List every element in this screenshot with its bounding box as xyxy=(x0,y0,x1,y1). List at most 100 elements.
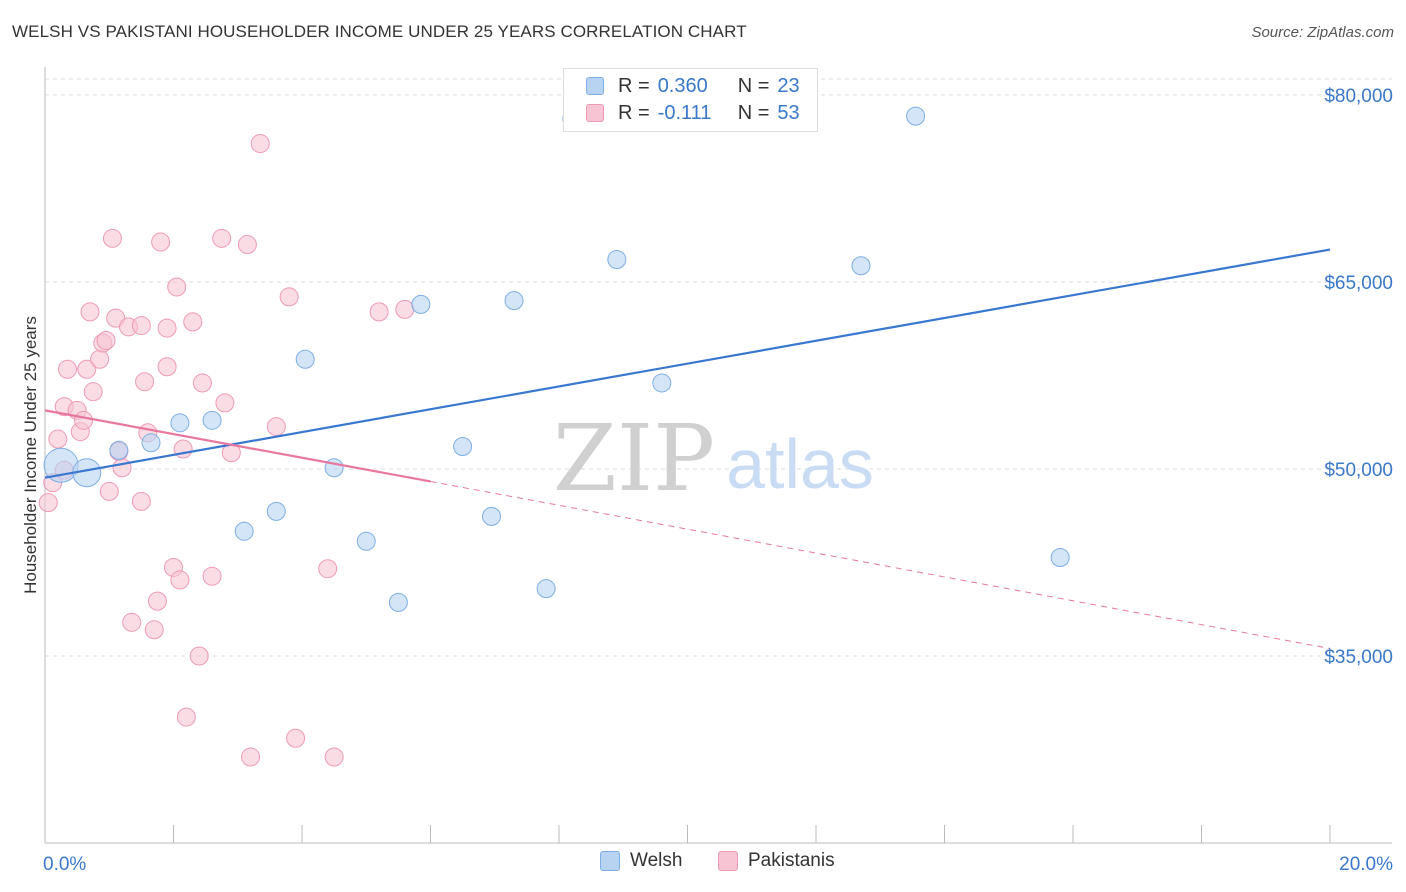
pakistanis-point xyxy=(122,612,142,632)
pakistanis-n-value: 53 xyxy=(777,101,800,124)
pakistanis-point xyxy=(192,373,212,393)
welsh-point xyxy=(504,291,524,311)
pakistanis-point xyxy=(99,481,119,501)
x-tick-label-max: 20.0% xyxy=(1339,854,1393,875)
welsh-point xyxy=(141,433,161,453)
pakistanis-points xyxy=(38,134,415,767)
pakistanis-point xyxy=(395,299,415,319)
pakistanis-point xyxy=(215,393,235,413)
pakistanis-swatch xyxy=(586,104,604,122)
welsh-swatch xyxy=(586,77,604,95)
n-label: N = xyxy=(737,101,770,124)
welsh-point xyxy=(453,437,473,457)
pakistanis-point xyxy=(183,312,203,332)
correlation-legend: R = 0.360 N = 23 R = -0.111 N = 53 xyxy=(563,68,818,132)
y-tick-label: $65,000 xyxy=(1324,273,1393,294)
watermark: ZIP atlas xyxy=(553,405,874,512)
pakistanis-point xyxy=(131,316,151,336)
welsh-trendline xyxy=(44,248,1331,479)
welsh-point xyxy=(170,413,190,433)
pakistanis-point xyxy=(90,349,110,369)
pakistanis-point xyxy=(77,359,97,379)
legend-pakistanis-label: Pakistanis xyxy=(748,850,835,871)
pakistanis-point xyxy=(250,134,270,154)
welsh-point xyxy=(1050,547,1070,567)
pakistanis-point xyxy=(147,591,167,611)
pakistanis-point xyxy=(286,728,306,748)
pakistanis-point xyxy=(157,318,177,338)
welsh-point xyxy=(482,506,502,526)
welsh-point xyxy=(851,256,871,276)
welsh-point xyxy=(411,294,431,314)
y-tick-label: $80,000 xyxy=(1324,86,1393,107)
pakistanis-point xyxy=(176,707,196,727)
axes xyxy=(44,67,1392,844)
source-label: Source: ZipAtlas.com xyxy=(1251,24,1394,41)
welsh-point xyxy=(906,106,926,126)
pakistanis-point xyxy=(157,357,177,377)
pakistanis-point xyxy=(112,458,132,478)
welsh-swatch xyxy=(600,851,620,871)
y-tick-label: $50,000 xyxy=(1324,460,1393,481)
legend-row-welsh: R = 0.360 N = 23 xyxy=(586,73,800,99)
pakistanis-point xyxy=(96,331,116,351)
pakistanis-point xyxy=(324,747,344,767)
pakistanis-trendline-extension xyxy=(430,480,1331,649)
welsh-r-value: 0.360 xyxy=(657,74,708,97)
welsh-point xyxy=(536,579,556,599)
legend-row-pakistanis: R = -0.111 N = 53 xyxy=(586,100,800,126)
legend-item-pakistanis[interactable]: Pakistanis xyxy=(718,850,835,872)
welsh-point xyxy=(295,349,315,369)
pakistanis-point xyxy=(48,429,68,449)
watermark-atlas: atlas xyxy=(726,425,874,503)
chart-title: WELSH VS PAKISTANI HOUSEHOLDER INCOME UN… xyxy=(12,22,747,41)
pakistanis-point xyxy=(135,372,155,392)
pakistanis-point xyxy=(318,559,338,579)
watermark-zip: ZIP xyxy=(553,405,715,512)
legend-welsh-label: Welsh xyxy=(630,850,683,871)
pakistanis-swatch xyxy=(718,851,738,871)
pakistanis-trendline xyxy=(44,409,431,483)
pakistanis-point xyxy=(38,493,58,513)
pakistanis-point xyxy=(237,235,257,255)
series-legend: Welsh Pakistanis xyxy=(0,850,1406,878)
pakistanis-point xyxy=(80,302,100,322)
pakistanis-point xyxy=(74,410,94,430)
welsh-n-value: 23 xyxy=(777,74,800,97)
pakistanis-point xyxy=(241,747,261,767)
pakistanis-point xyxy=(57,359,77,379)
pakistanis-point xyxy=(202,566,222,586)
pakistanis-point xyxy=(170,570,190,590)
tick-labels: $35,000 $50,000 $65,000 $80,000 0.0% 20.0% xyxy=(43,86,1393,875)
gridlines xyxy=(45,78,1392,657)
legend-item-welsh[interactable]: Welsh xyxy=(600,850,682,872)
pakistanis-point xyxy=(167,277,187,297)
pakistanis-point xyxy=(131,491,151,511)
pakistanis-point xyxy=(369,302,389,322)
trendlines xyxy=(44,248,1331,649)
r-label: R = xyxy=(618,74,650,97)
welsh-point xyxy=(356,531,376,551)
welsh-point xyxy=(234,521,254,541)
r-label: R = xyxy=(618,101,650,124)
pakistanis-point xyxy=(266,417,286,437)
n-label: N = xyxy=(737,74,770,97)
welsh-point xyxy=(607,250,627,270)
welsh-point xyxy=(109,440,129,460)
welsh-point xyxy=(388,592,408,612)
welsh-point xyxy=(652,373,672,393)
welsh-point xyxy=(202,410,222,430)
pakistanis-point xyxy=(189,646,209,666)
pakistanis-point xyxy=(83,382,103,402)
pakistanis-point xyxy=(151,232,171,252)
pakistanis-point xyxy=(102,228,122,248)
pakistanis-point xyxy=(279,287,299,307)
y-tick-label: $35,000 xyxy=(1324,647,1393,668)
pakistanis-point xyxy=(144,620,164,640)
welsh-points xyxy=(43,106,1070,612)
pakistanis-r-value: -0.111 xyxy=(657,101,712,124)
x-tick-label-min: 0.0% xyxy=(43,854,86,875)
welsh-point xyxy=(266,501,286,521)
pakistanis-point xyxy=(212,228,232,248)
